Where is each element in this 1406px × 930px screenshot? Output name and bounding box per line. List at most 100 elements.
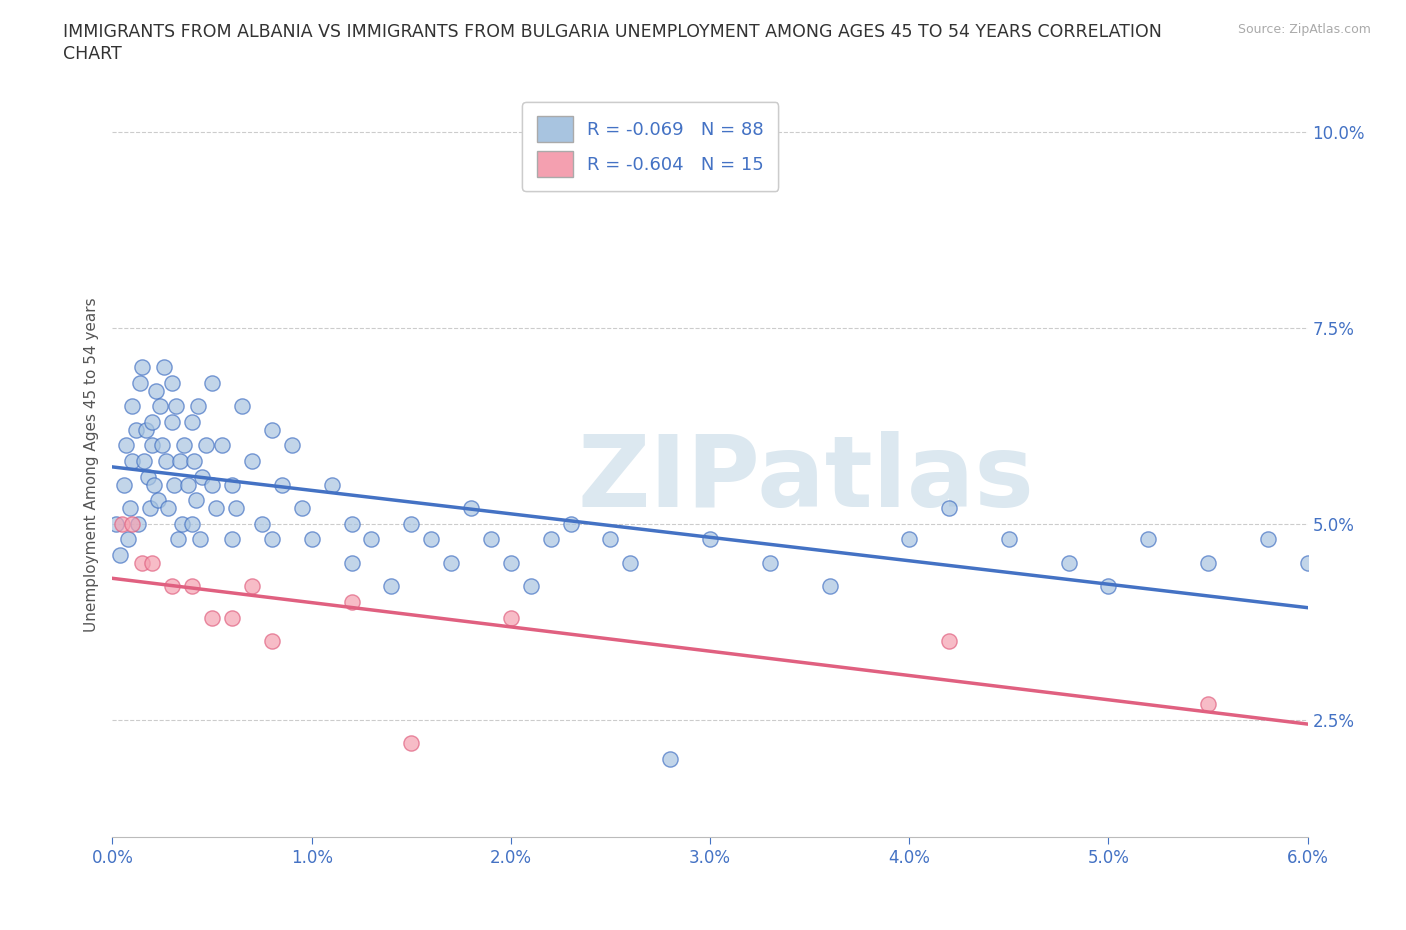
Point xyxy=(260,633,283,648)
Point xyxy=(141,415,163,430)
Point xyxy=(560,516,582,531)
Point xyxy=(135,422,157,437)
Point xyxy=(114,477,135,492)
Y-axis label: Unemployment Among Ages 45 to 54 years: Unemployment Among Ages 45 to 54 years xyxy=(83,298,98,632)
Point xyxy=(599,532,621,547)
Point xyxy=(201,610,224,625)
Text: Source: ZipAtlas.com: Source: ZipAtlas.com xyxy=(1237,23,1371,36)
Point xyxy=(157,500,180,515)
Point xyxy=(172,516,194,531)
Point xyxy=(181,516,204,531)
Point xyxy=(479,532,502,547)
Point xyxy=(540,532,562,547)
Point xyxy=(499,610,522,625)
Point xyxy=(201,376,224,391)
Point xyxy=(105,516,128,531)
Point xyxy=(898,532,921,547)
Point xyxy=(301,532,323,547)
Point xyxy=(205,500,228,515)
Point xyxy=(520,579,543,594)
Text: ZIPatlas: ZIPatlas xyxy=(578,432,1033,528)
Point xyxy=(1057,555,1080,570)
Point xyxy=(938,633,960,648)
Point xyxy=(191,470,214,485)
Point xyxy=(145,383,167,398)
Point xyxy=(659,751,682,766)
Point xyxy=(270,477,292,492)
Point xyxy=(181,415,204,430)
Point xyxy=(240,454,263,469)
Point xyxy=(401,516,423,531)
Point xyxy=(134,454,156,469)
Point xyxy=(125,422,148,437)
Point xyxy=(129,376,152,391)
Point xyxy=(499,555,522,570)
Point xyxy=(1097,579,1119,594)
Point xyxy=(121,399,143,414)
Point xyxy=(225,500,247,515)
Point xyxy=(221,610,243,625)
Point xyxy=(240,579,263,594)
Point xyxy=(321,477,343,492)
Point xyxy=(173,438,195,453)
Point xyxy=(115,438,138,453)
Point xyxy=(291,500,314,515)
Point xyxy=(188,532,211,547)
Point xyxy=(169,454,191,469)
Point xyxy=(195,438,218,453)
Point xyxy=(155,454,177,469)
Point xyxy=(380,579,402,594)
Point xyxy=(141,438,163,453)
Point xyxy=(149,399,172,414)
Point xyxy=(186,493,208,508)
Point xyxy=(120,500,142,515)
Point xyxy=(121,454,143,469)
Point xyxy=(150,438,173,453)
Legend: R = -0.069   N = 88, R = -0.604   N = 15: R = -0.069 N = 88, R = -0.604 N = 15 xyxy=(522,102,779,191)
Point xyxy=(340,555,363,570)
Point xyxy=(250,516,273,531)
Point xyxy=(141,555,163,570)
Point xyxy=(131,360,153,375)
Point xyxy=(111,516,134,531)
Point xyxy=(162,415,183,430)
Point xyxy=(699,532,721,547)
Point xyxy=(187,399,209,414)
Point xyxy=(281,438,304,453)
Point xyxy=(340,516,363,531)
Text: CHART: CHART xyxy=(63,45,122,62)
Point xyxy=(759,555,782,570)
Point xyxy=(153,360,176,375)
Point xyxy=(460,500,482,515)
Point xyxy=(110,548,132,563)
Text: IMMIGRANTS FROM ALBANIA VS IMMIGRANTS FROM BULGARIA UNEMPLOYMENT AMONG AGES 45 T: IMMIGRANTS FROM ALBANIA VS IMMIGRANTS FR… xyxy=(63,23,1163,41)
Point xyxy=(162,579,183,594)
Point xyxy=(143,477,166,492)
Point xyxy=(1137,532,1160,547)
Point xyxy=(998,532,1021,547)
Point xyxy=(401,736,423,751)
Point xyxy=(260,532,283,547)
Point xyxy=(117,532,139,547)
Point xyxy=(201,477,224,492)
Point xyxy=(221,477,243,492)
Point xyxy=(1296,555,1319,570)
Point xyxy=(211,438,233,453)
Point xyxy=(260,422,283,437)
Point xyxy=(121,516,143,531)
Point xyxy=(131,555,153,570)
Point xyxy=(1257,532,1279,547)
Point xyxy=(340,594,363,609)
Point xyxy=(440,555,463,570)
Point xyxy=(221,532,243,547)
Point xyxy=(420,532,443,547)
Point xyxy=(127,516,149,531)
Point xyxy=(163,477,186,492)
Point xyxy=(148,493,170,508)
Point xyxy=(619,555,641,570)
Point xyxy=(138,470,160,485)
Point xyxy=(139,500,162,515)
Point xyxy=(165,399,187,414)
Point xyxy=(818,579,841,594)
Point xyxy=(1197,697,1219,711)
